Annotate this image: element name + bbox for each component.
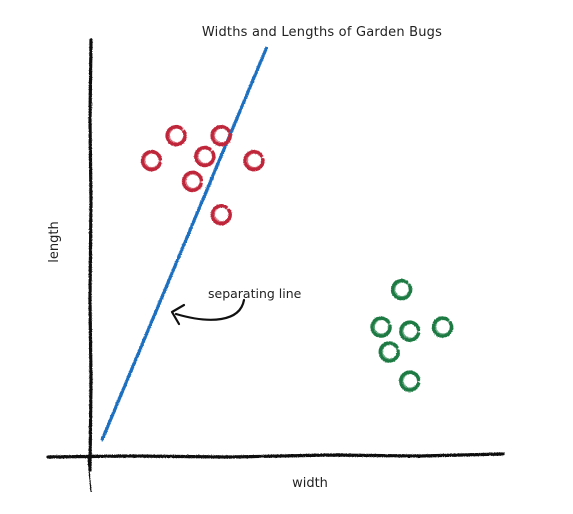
points-layer (140, 124, 454, 392)
annotation-layer: separating line (170, 286, 302, 326)
data-point (165, 124, 187, 147)
y-axis-tick-stub (87, 457, 92, 493)
data-point (181, 170, 204, 193)
annotation-label: separating line (208, 286, 302, 301)
data-point (194, 145, 216, 168)
data-point (399, 370, 421, 392)
y-axis-label: length (47, 221, 62, 262)
data-point (378, 341, 400, 363)
chart-title: Widths and Lengths of Garden Bugs (202, 25, 442, 40)
data-point (399, 320, 421, 342)
data-point (370, 316, 392, 338)
annotation-arrowhead (170, 303, 186, 326)
x-axis-label: width (292, 476, 328, 491)
x-axis-line (46, 452, 505, 459)
y-axis-line (88, 38, 93, 472)
separating-line-layer (100, 46, 268, 441)
separating-line-stroke (102, 47, 268, 441)
data-point (210, 204, 232, 226)
data-point (390, 278, 413, 301)
data-point (243, 149, 265, 172)
data-point (431, 316, 454, 338)
data-point (210, 125, 232, 147)
axes (46, 38, 505, 493)
data-point (140, 149, 163, 172)
annotation-arrow (174, 298, 246, 321)
